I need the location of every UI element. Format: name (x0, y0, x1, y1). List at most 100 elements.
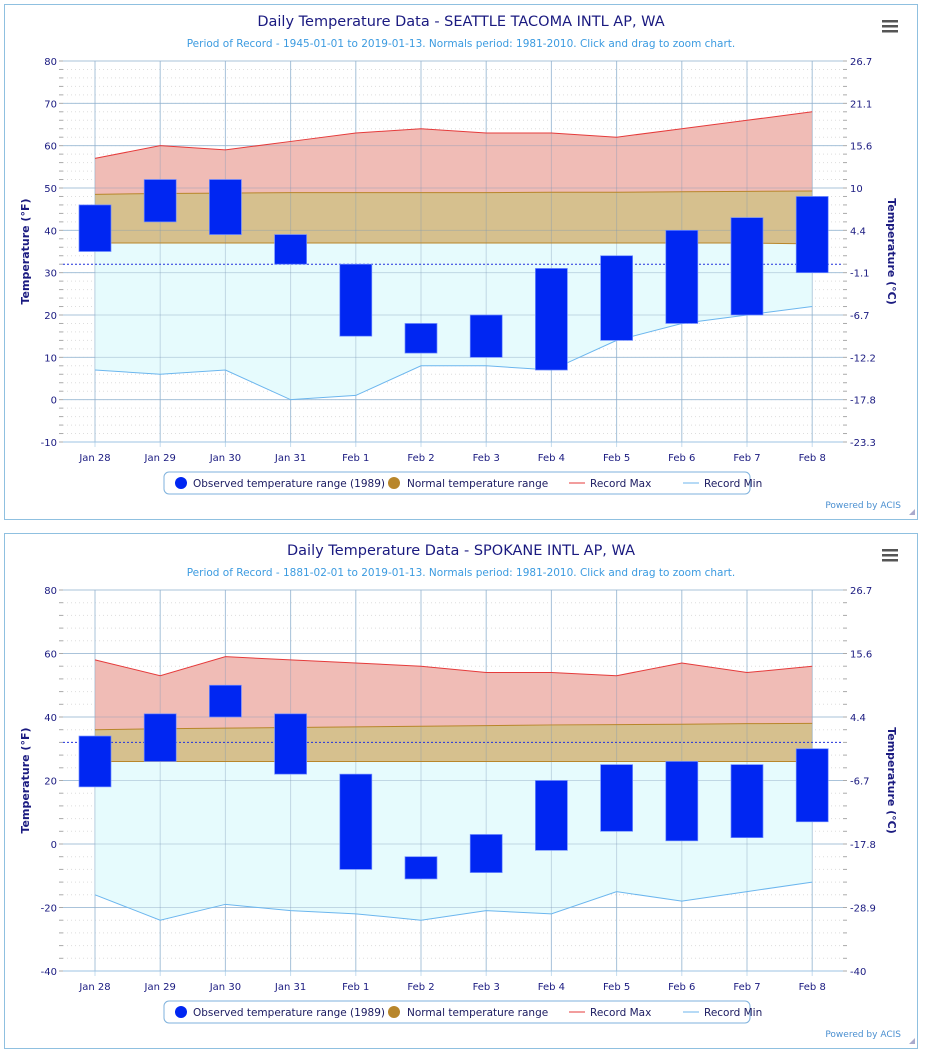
x-tick-label: Feb 3 (473, 982, 500, 993)
credit-link[interactable]: Powered by ACIS (825, 1030, 901, 1040)
hamburger-menu-icon[interactable] (882, 20, 898, 33)
observed-range-bar[interactable] (730, 764, 764, 839)
legend-box (163, 1000, 751, 1024)
y-tick-label-left: -20 (41, 904, 57, 915)
x-tick-label: Feb 6 (668, 982, 695, 993)
legend: Observed temperature range (1989) Normal … (163, 471, 762, 495)
observed-range-bar[interactable] (143, 713, 177, 762)
resize-handle-icon[interactable] (909, 1038, 915, 1044)
observed-range-bar[interactable] (665, 761, 699, 842)
observed-range-bar[interactable] (600, 764, 633, 832)
x-tick-label: Feb 1 (342, 453, 369, 464)
y-axis-title-left: Temperature (°F) (19, 198, 32, 304)
y-tick-label-left: 80 (44, 586, 57, 597)
hamburger-menu-icon[interactable] (882, 549, 898, 562)
y-tick-label-right: 26.7 (850, 57, 872, 68)
chart-svg[interactable]: Daily Temperature Data - SEATTLE TACOMA … (5, 5, 917, 519)
x-tick-label: Feb 8 (799, 453, 826, 464)
y-tick-label-left: 30 (44, 269, 57, 280)
x-tick-label: Jan 31 (274, 982, 306, 993)
observed-range-bar[interactable] (404, 323, 438, 354)
observed-range-bar[interactable] (469, 834, 503, 873)
legend-label: Record Min (704, 1007, 762, 1019)
legend-label: Observed temperature range (1989) (193, 478, 385, 490)
x-tick-label: Feb 5 (603, 982, 630, 993)
menu-icon-bar (882, 20, 898, 23)
observed-range-bar[interactable] (274, 234, 307, 265)
observed-range-bar[interactable] (339, 263, 373, 337)
record-min-area (95, 761, 813, 921)
legend-item[interactable]: Record Max (569, 478, 651, 490)
x-tick-label: Jan 31 (274, 453, 306, 464)
menu-icon-bar (882, 30, 898, 33)
normal-high-line (94, 722, 813, 731)
x-tick-label: Feb 7 (733, 982, 760, 993)
observed-range-bar[interactable] (795, 748, 829, 823)
observed-range-bar[interactable] (730, 217, 764, 316)
observed-range-bar[interactable] (274, 713, 307, 775)
record-max-line[interactable] (94, 111, 813, 159)
x-tick-label: Feb 4 (538, 982, 565, 993)
observed-range-bar[interactable] (404, 856, 438, 880)
record-max-line[interactable] (94, 656, 813, 677)
legend-item[interactable]: Normal temperature range (388, 1006, 548, 1019)
observed-range-bar[interactable] (209, 179, 242, 235)
observed-range-bar[interactable] (535, 268, 568, 371)
y-tick-label-left: 80 (44, 57, 57, 68)
chart-title: Daily Temperature Data - SEATTLE TACOMA … (257, 14, 664, 30)
y-tick-label-left: 20 (44, 311, 57, 322)
y-tick-label-right: 15.6 (850, 650, 872, 661)
y-tick-label-left: 0 (51, 396, 57, 407)
x-tick-label: Feb 6 (668, 453, 695, 464)
y-tick-label-left: -40 (41, 967, 57, 978)
legend-label: Record Max (590, 1007, 651, 1019)
legend-item[interactable]: Observed temperature range (1989) (175, 477, 385, 490)
legend: Observed temperature range (1989) Normal … (163, 1000, 762, 1024)
record-min-line[interactable] (94, 881, 813, 921)
observed-range-bar[interactable] (209, 684, 242, 718)
x-tick-label: Feb 8 (799, 982, 826, 993)
y-tick-label-right: 21.1 (850, 99, 872, 110)
observed-range-bar[interactable] (78, 735, 112, 788)
observed-range-bar[interactable] (469, 314, 503, 358)
x-tick-label: Feb 3 (473, 453, 500, 464)
resize-handle-icon[interactable] (909, 509, 915, 515)
y-tick-label-right: 4.4 (850, 226, 866, 237)
x-tick-label: Jan 30 (209, 982, 241, 993)
chart-panel-spokane[interactable]: Daily Temperature Data - SPOKANE INTL AP… (4, 533, 918, 1049)
observed-range-bar[interactable] (665, 229, 699, 324)
chart-svg[interactable]: Daily Temperature Data - SPOKANE INTL AP… (5, 534, 917, 1048)
y-tick-label-right: 15.6 (850, 142, 872, 153)
y-tick-label-left: 60 (44, 650, 57, 661)
observed-range-bar[interactable] (535, 780, 568, 851)
legend-item[interactable]: Record Min (683, 1007, 762, 1019)
legend-item[interactable]: Record Max (569, 1007, 651, 1019)
legend-marker-icon (175, 477, 187, 489)
y-tick-label-right: -28.9 (850, 904, 876, 915)
x-tick-label: Feb 4 (538, 453, 565, 464)
record-min-area (95, 243, 813, 400)
legend-item[interactable]: Observed temperature range (1989) (175, 1006, 385, 1019)
credit-link[interactable]: Powered by ACIS (825, 501, 901, 511)
y-tick-label-right: 4.4 (850, 713, 866, 724)
chart-panel-seattle[interactable]: Daily Temperature Data - SEATTLE TACOMA … (4, 4, 918, 520)
legend-item[interactable]: Record Min (683, 478, 762, 490)
y-tick-label-right: -12.2 (850, 353, 876, 364)
observed-range-bar[interactable] (143, 179, 177, 223)
menu-icon-bar (882, 559, 898, 562)
observed-range-bar[interactable] (339, 773, 373, 870)
menu-icon-bar (882, 554, 898, 557)
y-axis-title-right: Temperature (°C) (885, 198, 898, 305)
chart-subtitle: Period of Record - 1945-01-01 to 2019-01… (187, 38, 736, 50)
legend-box (163, 471, 751, 495)
y-tick-label-right: 26.7 (850, 586, 872, 597)
observed-range-bar[interactable] (78, 204, 112, 252)
menu-icon-bar (882, 25, 898, 28)
y-tick-label-right: -6.7 (850, 777, 870, 788)
observed-range-bar[interactable] (795, 196, 829, 274)
y-tick-label-left: 50 (44, 184, 57, 195)
observed-range-bar[interactable] (600, 255, 633, 341)
legend-label: Record Max (590, 478, 651, 490)
menu-icon-bar (882, 549, 898, 552)
legend-item[interactable]: Normal temperature range (388, 477, 548, 490)
